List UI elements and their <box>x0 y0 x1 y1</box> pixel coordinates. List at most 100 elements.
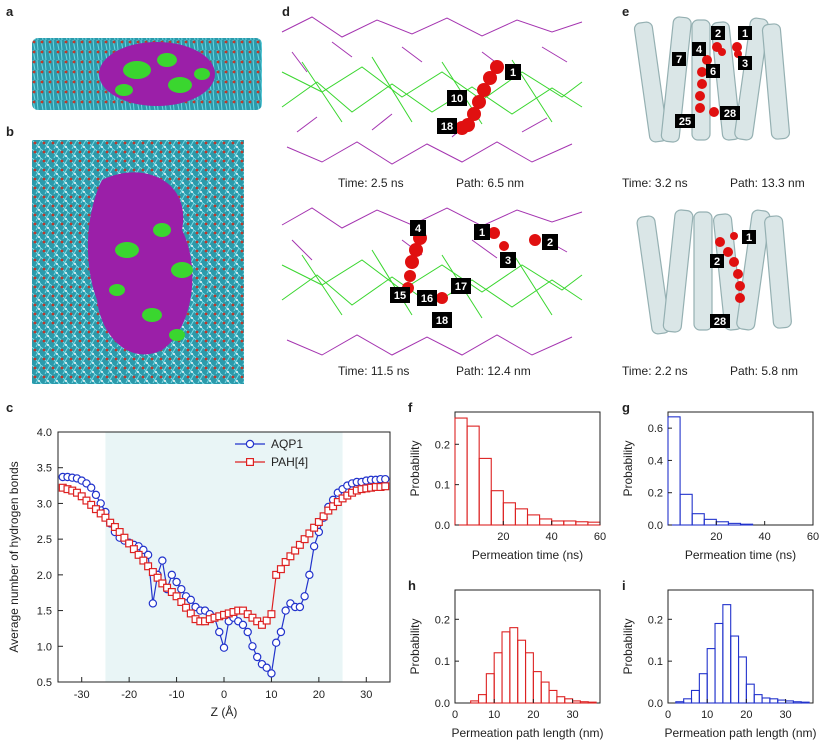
i-bar <box>683 698 693 704</box>
c-point-square <box>291 546 300 555</box>
i-bar <box>737 656 747 704</box>
d-bottom-label-2: 2 <box>547 237 553 249</box>
hbond-line-chart: -30 -20 -10 0 10 20 30 0.5 1.0 1.5 2.0 2.5 3.0 3.5 4.0… <box>7 427 391 719</box>
i-bar <box>761 697 771 704</box>
path-length-histogram-pah: 0 10 20 30 0.0 0.1 0.2 Permeation path length (… <box>408 589 604 740</box>
c-point-circle <box>300 592 309 601</box>
f-xlabel: Permeation time (ns) <box>472 548 583 562</box>
c-point-square <box>77 492 86 501</box>
f-ytick-label-1: 0.1 <box>435 480 450 492</box>
c-legend-marker-0 <box>245 439 255 449</box>
c-point-square <box>310 523 319 532</box>
g-xtick-label-2: 60 <box>807 531 819 543</box>
i-bar <box>777 699 787 704</box>
h-bar <box>524 652 534 704</box>
c-point-square <box>286 552 295 561</box>
membrane-render-a <box>32 38 262 110</box>
path-length-histogram-aqp1: 0 10 20 30 0.0 0.1 0.2 Permeation path length (… <box>621 589 817 740</box>
h-bar <box>477 694 487 704</box>
c-point-circle <box>177 584 186 594</box>
f-bar <box>551 520 565 526</box>
c-ytick-label-6: 3.5 <box>37 463 52 475</box>
c-point-square <box>110 522 119 531</box>
c-point-square <box>262 616 271 625</box>
h-bar <box>587 701 597 704</box>
d-bottom-label-16: 16 <box>421 293 433 305</box>
aqp1-render-e-top: 4 2 1 7 6 3 25 28 <box>633 16 791 143</box>
e-bottom-label-2: 2 <box>714 256 720 268</box>
c-point-square <box>158 579 167 588</box>
i-bar <box>730 635 740 704</box>
c-point-square <box>87 500 96 509</box>
i-ytick-label-0: 0.0 <box>648 698 663 710</box>
g-plot-frame <box>667 411 814 526</box>
c-point-circle <box>253 652 262 662</box>
e-top-path: Path: 13.3 nm <box>730 176 805 190</box>
c-point-square <box>281 558 290 567</box>
c-point-square <box>134 550 143 559</box>
permeation-time-histogram-pah: 20 40 60 0.0 0.1 0.2 Permeation time (ns) Proba… <box>408 411 606 562</box>
e-top-label-1: 1 <box>742 28 748 40</box>
c-point-circle <box>243 627 252 637</box>
c-ytick-label-0: 0.5 <box>37 677 52 689</box>
membrane-render-b <box>32 140 244 384</box>
c-ytick-label-7: 4.0 <box>37 427 52 439</box>
c-ytick-label-4: 2.5 <box>37 534 52 546</box>
e-top-label-4: 4 <box>696 44 703 56</box>
c-point-circle <box>309 542 319 551</box>
c-point-square <box>153 573 162 582</box>
g-xtick-label-1: 40 <box>759 531 771 543</box>
f-bar <box>539 518 553 526</box>
i-bar <box>800 701 810 704</box>
f-ytick-label-2: 0.2 <box>435 439 450 451</box>
f-bar <box>563 520 577 526</box>
g-bar <box>727 522 742 526</box>
g-bar <box>667 416 681 526</box>
h-ylabel: Probability <box>408 618 422 674</box>
d-top-path: Path: 6.5 nm <box>456 176 525 190</box>
c-point-square <box>300 535 309 544</box>
d-bottom-label-17: 17 <box>455 281 467 293</box>
panel-letter-b: b <box>6 124 14 139</box>
panel-letter-i: i <box>622 578 626 593</box>
c-legend-marker-1 <box>246 457 255 466</box>
g-ytick-label-3: 0.6 <box>648 423 663 435</box>
d-top-label-1: 1 <box>510 67 516 79</box>
c-ytick-label-1: 1.0 <box>37 641 52 653</box>
h-xtick-label-3: 30 <box>566 709 578 721</box>
h-xtick-label-0: 0 <box>452 709 458 721</box>
d-bottom-time: Time: 11.5 ns <box>338 364 410 378</box>
c-ytick-label-5: 3.0 <box>37 498 52 510</box>
c-point-square <box>177 598 186 607</box>
c-point-square <box>381 482 390 491</box>
i-bar <box>714 622 724 704</box>
pah-render-d-top: 1 10 18 <box>281 16 583 165</box>
c-point-circle <box>172 577 181 587</box>
c-ytick-label-2: 1.5 <box>37 606 52 618</box>
i-plot-frame <box>667 589 814 704</box>
c-point-circle <box>167 570 177 580</box>
i-xtick-label-0: 0 <box>665 709 671 721</box>
i-bar <box>675 701 685 704</box>
c-point-square <box>148 568 157 577</box>
f-bar <box>478 457 492 526</box>
c-point-square <box>172 592 181 601</box>
f-bar <box>587 521 601 526</box>
e-top-time: Time: 3.2 ns <box>622 176 688 190</box>
c-point-square <box>120 533 129 542</box>
panel-letter-e: e <box>622 4 630 19</box>
f-ylabel: Probability <box>408 440 422 496</box>
h-xtick-label-2: 20 <box>527 709 539 721</box>
e-top-label-2: 2 <box>715 28 721 40</box>
c-point-square <box>167 588 176 597</box>
c-point-square <box>267 610 276 619</box>
f-plot-frame <box>454 411 601 526</box>
c-point-square <box>182 603 191 612</box>
f-bar <box>466 425 480 526</box>
c-point-circle <box>238 620 248 630</box>
c-xtick-label-5: 20 <box>313 689 325 701</box>
f-ytick-label-0: 0.0 <box>435 520 450 532</box>
c-point-square <box>144 562 153 571</box>
e-top-label-3: 3 <box>742 58 748 70</box>
c-point-square <box>186 609 195 618</box>
